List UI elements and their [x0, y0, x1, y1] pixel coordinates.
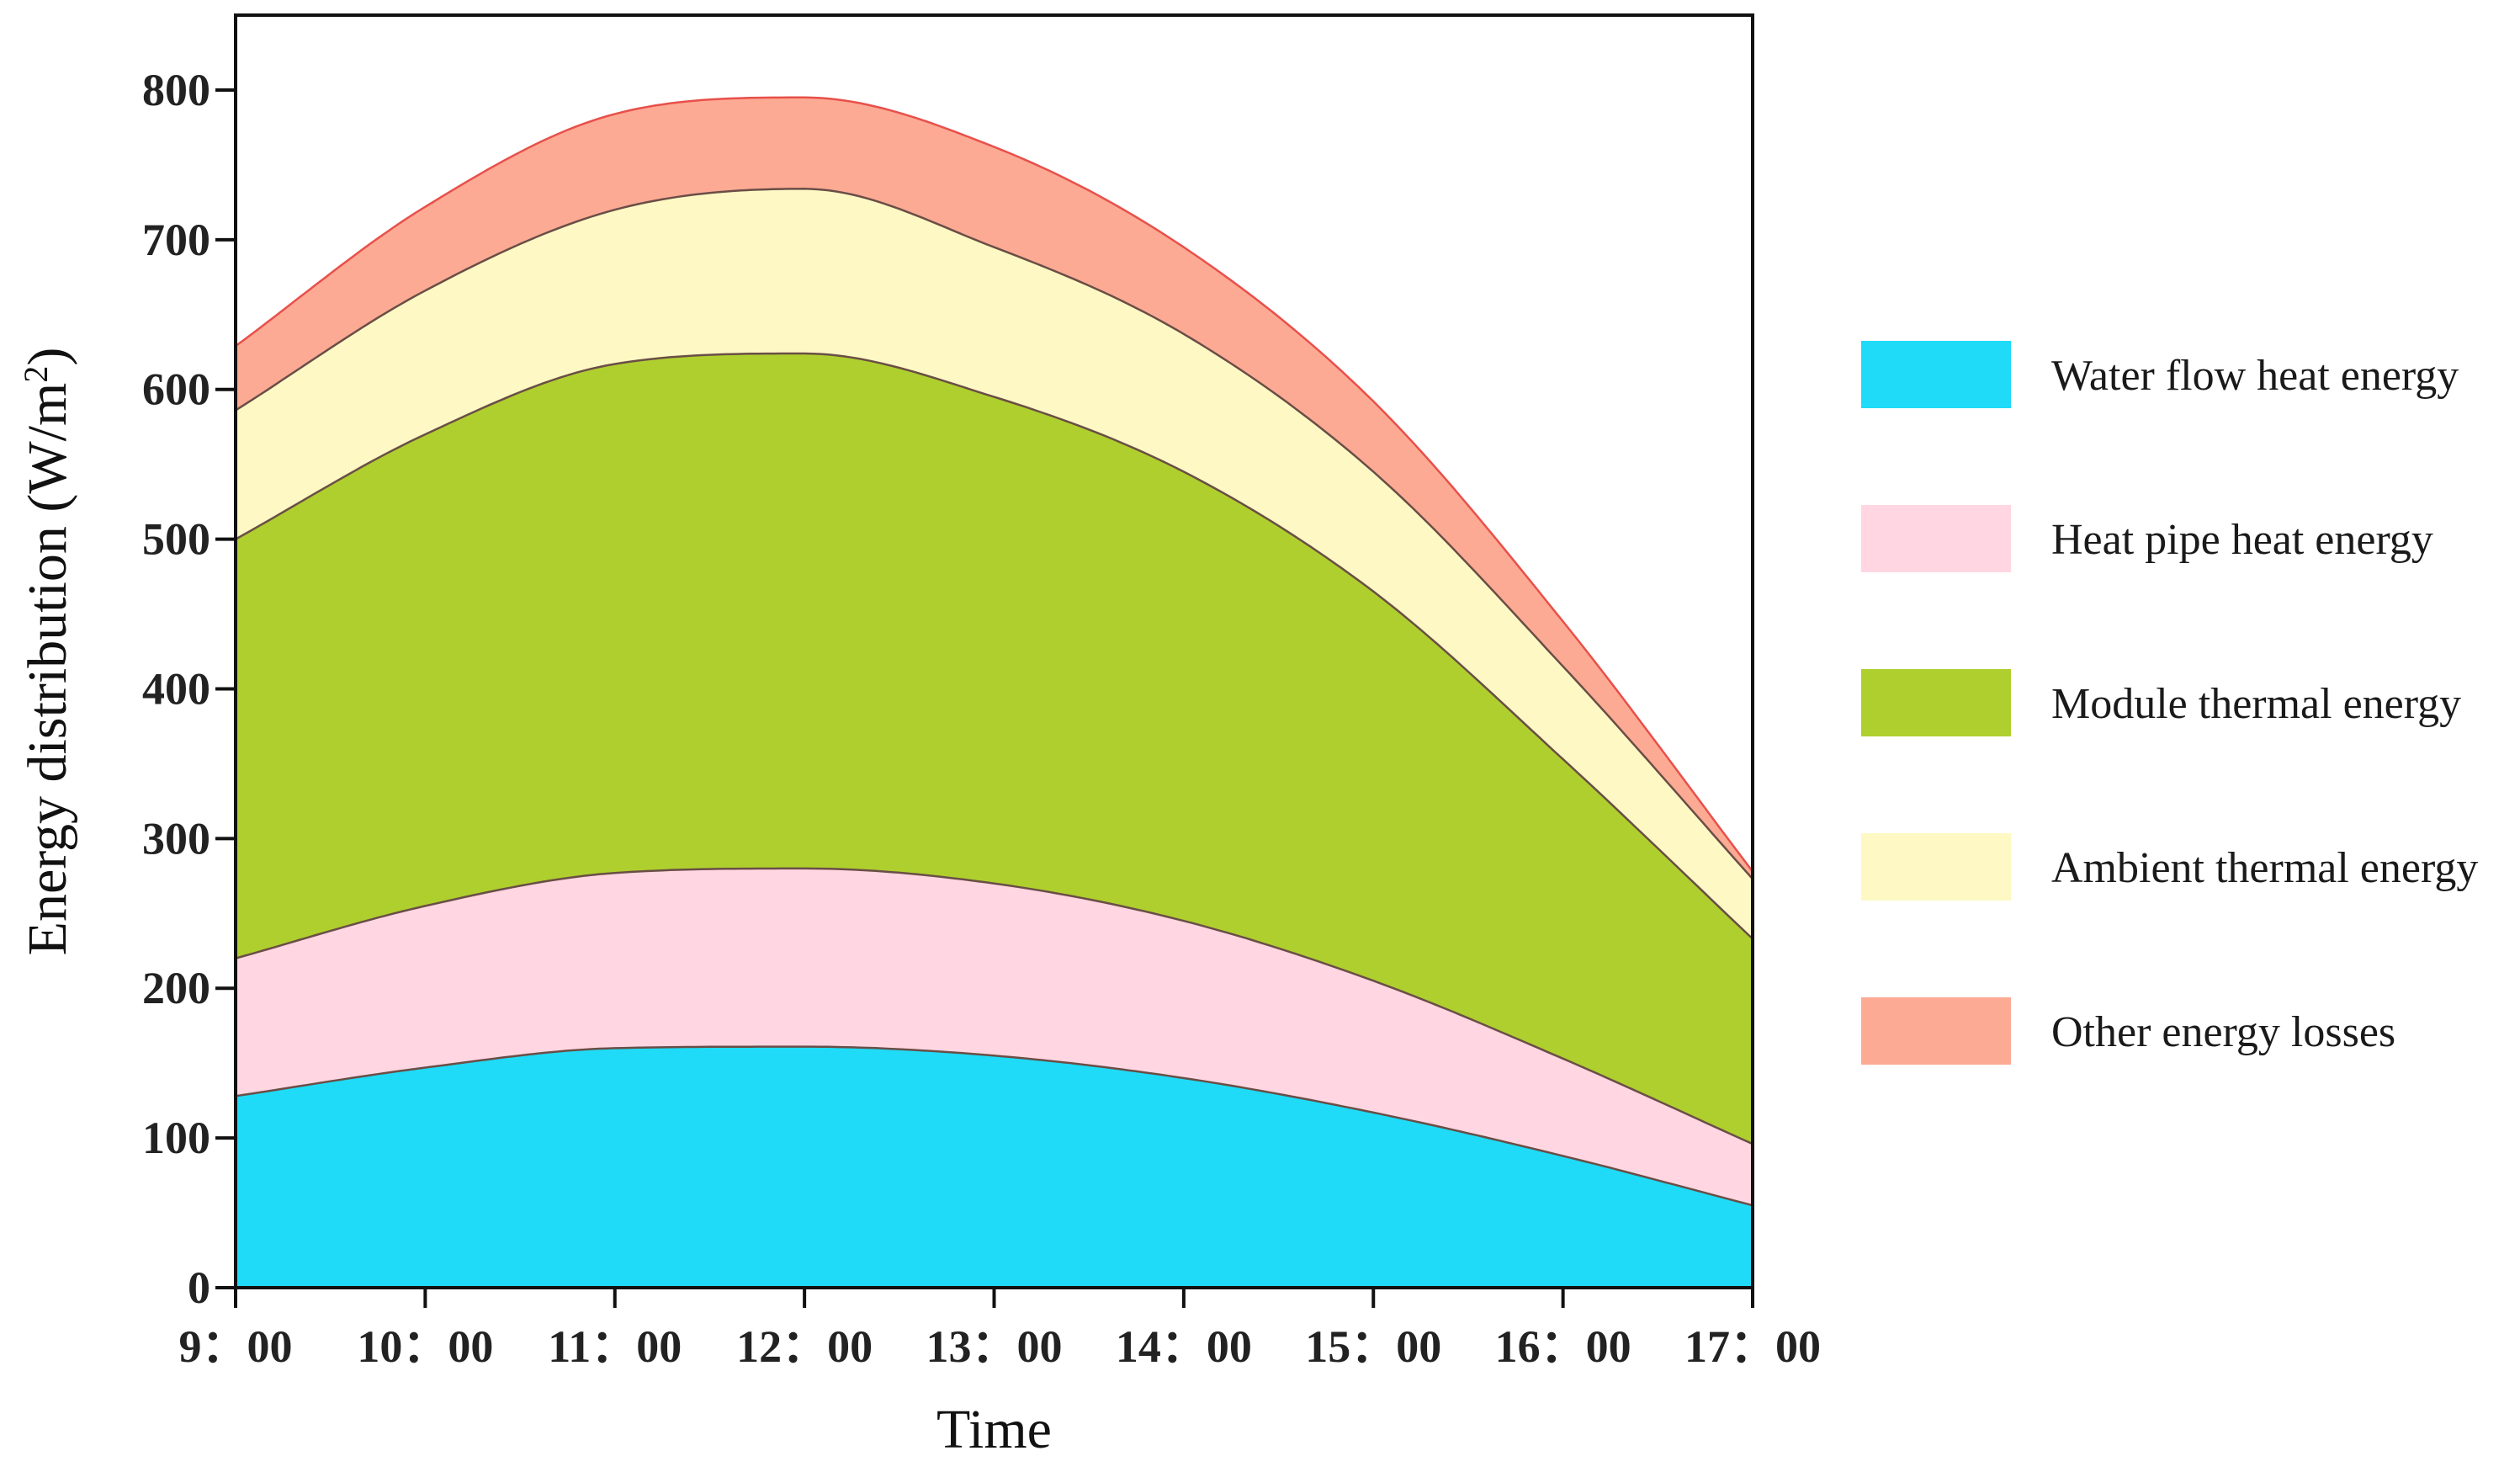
y-axis-title-superscript: 2: [17, 366, 55, 383]
y-tick-label: 100: [142, 1113, 210, 1163]
x-tick-label: 15：00: [1305, 1321, 1441, 1372]
legend-label: Other energy losses: [2051, 1008, 2395, 1056]
y-tick-label: 200: [142, 963, 210, 1013]
x-axis-title: Time: [936, 1399, 1052, 1460]
y-axis-title: Energy distribution (W/m2): [17, 348, 79, 956]
x-tick-label: 11：00: [548, 1321, 682, 1372]
y-tick-label: 800: [142, 65, 210, 115]
legend-swatch: [1861, 997, 2011, 1065]
x-tick-label: 17：00: [1684, 1321, 1821, 1372]
x-tick-label: 14：00: [1116, 1321, 1252, 1372]
x-tick-label: 12：00: [736, 1321, 873, 1372]
legend-label: Heat pipe heat energy: [2051, 516, 2433, 564]
legend-label: Module thermal energy: [2051, 680, 2461, 728]
legend: Water flow heat energy Heat pipe heat ene…: [1861, 341, 2478, 1065]
x-tick-label: 9：00: [179, 1321, 293, 1372]
area-heat-pipe-heat-energy: [236, 868, 1753, 1206]
y-tick-label: 300: [142, 813, 210, 864]
boundary-line-module-thermal-energy: [235, 352, 1753, 940]
boundary-line-ambient-thermal-energy: [235, 188, 1753, 880]
legend-label: Ambient thermal energy: [2051, 844, 2478, 892]
area-water-flow-heat-energy: [236, 1046, 1753, 1288]
x-tick-label: 10：00: [357, 1321, 493, 1372]
area-layers: [236, 97, 1753, 1288]
x-axis-ticks: 9：00 10：00 11：00 12：00 13：00 14：00 15：00 16：00 1…: [179, 1288, 1821, 1372]
y-tick-label: 600: [142, 364, 210, 415]
area-other-energy-losses: [236, 97, 1753, 879]
x-tick-label: 13：00: [926, 1321, 1063, 1372]
y-tick-label: 400: [142, 663, 210, 714]
y-tick-label: 0: [188, 1262, 210, 1313]
y-axis-ticks: 0 100 200 300 400 500 600 700 800: [142, 65, 236, 1313]
boundary-line-other-energy-losses: [235, 96, 1753, 873]
legend-swatch: [1861, 341, 2011, 408]
boundary-line-heat-pipe-heat-energy: [235, 867, 1753, 1145]
area-module-thermal-energy: [236, 353, 1753, 1145]
boundary-line-water-flow-heat-energy: [235, 1045, 1753, 1207]
y-axis-title-main: Energy distribution (W/m: [17, 383, 78, 956]
legend-label: Water flow heat energy: [2051, 352, 2459, 400]
y-axis-title-close: ): [17, 348, 78, 366]
area-ambient-thermal-energy: [236, 189, 1753, 939]
series-boundary-lines: [235, 96, 1753, 1207]
legend-swatch: [1861, 833, 2011, 901]
legend-swatch: [1861, 669, 2011, 736]
y-tick-label: 500: [142, 514, 210, 565]
y-tick-label: 700: [142, 215, 210, 265]
legend-swatch: [1861, 505, 2011, 572]
x-tick-label: 16：00: [1495, 1321, 1631, 1372]
